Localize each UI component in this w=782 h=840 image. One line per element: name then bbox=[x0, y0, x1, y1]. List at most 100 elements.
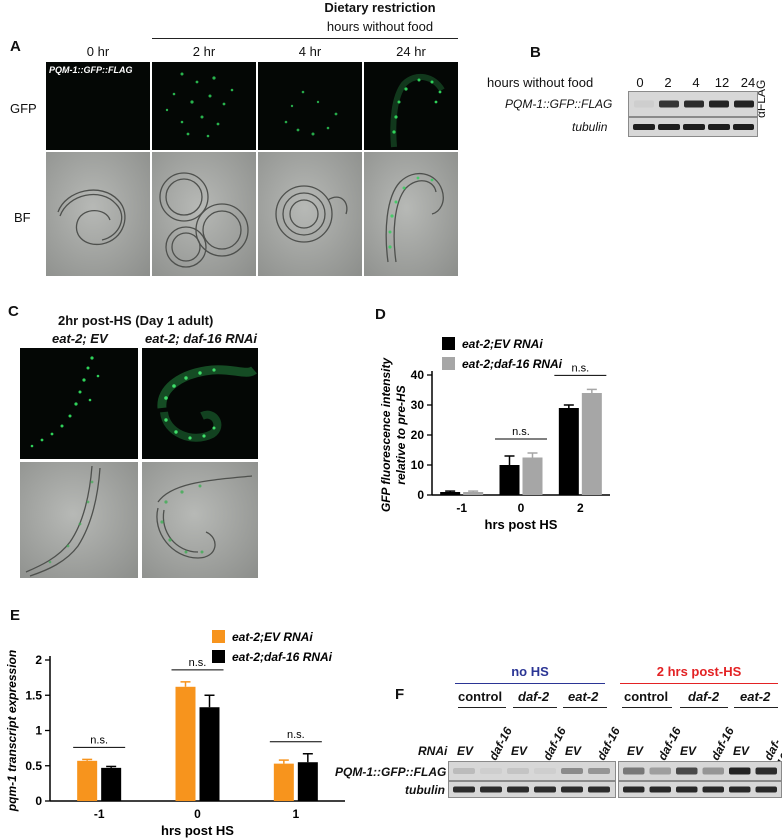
legend-label: eat-2;EV RNAi bbox=[232, 630, 313, 644]
y-tick-label: 1 bbox=[35, 724, 42, 738]
panel-c-gfp-daf16 bbox=[142, 348, 258, 459]
blot-flag-band-strip bbox=[628, 91, 758, 117]
bf-image-24hr bbox=[364, 152, 458, 276]
significance-label: n.s. bbox=[287, 729, 305, 741]
significance-label: n.s. bbox=[512, 426, 530, 438]
y-tick-label: 0 bbox=[35, 794, 42, 808]
blot-band bbox=[649, 767, 671, 775]
blot-band bbox=[755, 767, 777, 775]
blot-band bbox=[734, 100, 754, 108]
condition-label: eat-2 bbox=[740, 689, 771, 704]
timepoint-label: 2 hr bbox=[192, 44, 216, 59]
bar bbox=[581, 393, 602, 495]
legend-label: eat-2;daf-16 RNAi bbox=[462, 357, 563, 371]
x-tick-label: 1 bbox=[292, 807, 299, 821]
blot-band bbox=[684, 100, 704, 108]
rnai-lane-label: EV bbox=[627, 744, 644, 758]
group-label-post-hs: 2 hrs post-HS bbox=[656, 664, 742, 679]
blot-band bbox=[729, 767, 751, 775]
y-axis-label: pqm-1 transcript expression bbox=[5, 650, 19, 812]
x-tick-label: 0 bbox=[194, 807, 201, 821]
legend-swatch bbox=[442, 357, 455, 370]
legend-swatch bbox=[212, 650, 225, 663]
condition-underline bbox=[734, 707, 778, 708]
lane-label: 2 bbox=[664, 75, 672, 90]
timepoint-label: 4 hr bbox=[298, 44, 322, 59]
legend-label: eat-2;EV RNAi bbox=[462, 337, 543, 351]
group-line-post-hs bbox=[620, 683, 778, 684]
row-label-gfp: GFP bbox=[10, 101, 37, 116]
panel-e-letter: E bbox=[10, 607, 21, 624]
panel-b-header: hours without food bbox=[487, 75, 594, 90]
panel-f-letter: F bbox=[395, 686, 405, 703]
y-tick-label: 10 bbox=[411, 458, 425, 472]
condition-label: control bbox=[458, 689, 503, 704]
worm-outline bbox=[159, 172, 249, 268]
y-tick-label: 0 bbox=[417, 488, 424, 502]
gfp-image-4hr bbox=[258, 62, 362, 150]
blot-band bbox=[588, 786, 610, 793]
timepoint-label: 24 hr bbox=[396, 44, 426, 59]
gfp-signal bbox=[165, 72, 234, 138]
chart-d: 0 10 20 30 40 -1 0 n.s. 2 n.s. hrs post HS GFP fluo… bbox=[379, 337, 610, 532]
panel-c-letter: C bbox=[8, 303, 19, 320]
x-axis-label: hrs post HS bbox=[485, 517, 558, 532]
gfp-image-24hr bbox=[364, 62, 458, 150]
group-line-no-hs bbox=[455, 683, 605, 684]
blot-row-label: tubulin bbox=[405, 783, 445, 797]
blot-post-hs-tubulin bbox=[618, 781, 782, 798]
x-tick-label: 0 bbox=[518, 501, 525, 515]
blot-band bbox=[649, 786, 671, 793]
group-label-no-hs: no HS bbox=[511, 664, 549, 679]
chart-e: 0 0.5 1 1.5 2 -1 n.s. 0 n.s. 1 n.s. hrs post HS pqm-… bbox=[5, 630, 345, 838]
bf-image-0hr bbox=[46, 152, 150, 276]
panel-c-gfp-ev bbox=[20, 348, 138, 459]
strain-label: PQM-1::GFP::FLAG bbox=[49, 65, 133, 75]
worm-outline bbox=[275, 185, 348, 243]
blot-band bbox=[729, 786, 751, 793]
bar bbox=[522, 457, 543, 495]
blot-row-label: PQM-1::GFP::FLAG bbox=[335, 765, 447, 779]
worm-outline bbox=[25, 465, 101, 577]
blot-band bbox=[676, 767, 698, 775]
blot-band bbox=[676, 786, 698, 793]
blot-band bbox=[588, 768, 610, 774]
bf-image-4hr bbox=[258, 152, 362, 276]
bar bbox=[199, 707, 220, 801]
significance-label: n.s. bbox=[571, 362, 589, 374]
blot-band bbox=[709, 100, 729, 108]
blot-row-label: PQM-1::GFP::FLAG bbox=[505, 97, 613, 111]
blot-band bbox=[623, 786, 645, 793]
condition-underline bbox=[622, 707, 672, 708]
row-label-bf: BF bbox=[14, 210, 31, 225]
panel-c-column-label: eat-2; EV bbox=[52, 331, 108, 346]
rnai-lane-label: daf-16 bbox=[594, 724, 623, 763]
y-tick-label: 0.5 bbox=[25, 759, 42, 773]
blot-tubulin-band-strip bbox=[628, 117, 758, 137]
panel-d-letter: D bbox=[375, 306, 386, 323]
worm-outline bbox=[57, 189, 126, 246]
panel-a-subtitle: hours without food bbox=[326, 19, 434, 34]
bar bbox=[440, 492, 461, 495]
gfp-signal bbox=[157, 365, 257, 442]
legend-swatch bbox=[212, 630, 225, 643]
y-axis-label-line: relative to pre-HS bbox=[394, 385, 408, 484]
rnai-lane-label: EV bbox=[565, 744, 582, 758]
bar bbox=[273, 763, 294, 801]
panel-c-column-label: eat-2; daf-16 RNAi bbox=[145, 331, 257, 346]
y-axis-label-line: GFP fluorescence intensity bbox=[379, 357, 393, 513]
rnai-lane-label: EV bbox=[511, 744, 528, 758]
gfp-signal bbox=[30, 356, 100, 448]
bar bbox=[463, 492, 484, 495]
condition-underline bbox=[680, 707, 728, 708]
panel-c-title: 2hr post-HS (Day 1 adult) bbox=[58, 313, 214, 328]
y-tick-label: 40 bbox=[411, 368, 425, 382]
blot-band bbox=[480, 786, 502, 793]
blot-band bbox=[453, 768, 475, 774]
blot-row-label: tubulin bbox=[572, 120, 608, 134]
lane-label: 0 bbox=[636, 75, 644, 90]
lane-label: 24 bbox=[740, 75, 756, 90]
significance-label: n.s. bbox=[90, 734, 108, 746]
panel-a-letter: A bbox=[10, 38, 21, 55]
panel-b-letter: B bbox=[530, 44, 541, 61]
